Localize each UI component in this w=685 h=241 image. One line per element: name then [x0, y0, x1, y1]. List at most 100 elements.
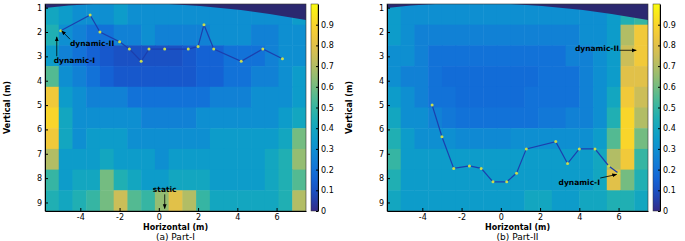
heatmap-cell [552, 190, 566, 211]
heatmap-cell [469, 170, 483, 191]
series-point [128, 48, 131, 51]
heatmap-cell [59, 87, 73, 108]
heatmap-cell [469, 66, 483, 87]
y-tick: 7 [379, 150, 390, 159]
colorbar-tick-label: 0.7 [321, 62, 334, 71]
heatmap-cell [428, 170, 442, 191]
y-tick-label: 2 [37, 28, 42, 37]
y-tick: 9 [379, 199, 390, 208]
y-tick-mark [45, 8, 48, 9]
annotation-text: dynamic-II [70, 39, 114, 48]
y-tick-label: 5 [37, 101, 42, 110]
heatmap-cell [511, 170, 525, 191]
y-tick: 3 [379, 52, 390, 61]
colorbar-tick-mark [658, 45, 660, 46]
heatmap-cell [224, 108, 238, 129]
heatmap-cell [511, 4, 525, 25]
colorbar-tick: 0.2 [658, 166, 676, 175]
heatmap-cell [566, 108, 580, 129]
heatmap-cell [45, 190, 59, 211]
heatmap-cell [621, 149, 635, 170]
heatmap-cell [387, 190, 401, 211]
y-tick-label: 9 [37, 199, 42, 208]
heatmap-cell [127, 45, 141, 66]
heatmap-cell [292, 66, 306, 87]
annotations: dynamic-IIdynamic-Istatic [54, 31, 177, 209]
heatmap-cell [497, 25, 511, 46]
series-point [212, 48, 215, 51]
heatmap-cell [634, 149, 648, 170]
y-tick: 8 [379, 174, 390, 183]
heatmap-cell [210, 149, 224, 170]
heatmap-cell [387, 149, 401, 170]
heatmap-cell [196, 190, 210, 211]
heatmap-cell [428, 45, 442, 66]
heatmap-cell [265, 87, 279, 108]
heatmap-cell [579, 87, 593, 108]
y-tick: 7 [37, 150, 48, 159]
heatmap-cell [401, 25, 415, 46]
heatmap-cell [566, 190, 580, 211]
heatmap-cell [127, 4, 141, 25]
heatmap-cell [265, 149, 279, 170]
figure: -4-20246123456789Horizontal (m)Vertical … [0, 0, 685, 241]
colorbar-tick-label: 0.2 [663, 166, 676, 175]
colorbar-tick-label: 0.8 [663, 41, 676, 50]
heatmap-cell [469, 4, 483, 25]
heatmap-cell [279, 149, 293, 170]
heatmap-cell [237, 87, 251, 108]
heatmap-cell [566, 87, 580, 108]
heatmap-cell [538, 4, 552, 25]
heatmap-cell [196, 66, 210, 87]
heatmap-cell [210, 25, 224, 46]
heatmap-cell [469, 190, 483, 211]
caption: (a) Part-I [156, 232, 195, 241]
colorbar-tick-label: 0.7 [663, 62, 676, 71]
colorbar-tick-label: 0.5 [321, 104, 334, 113]
colorbar-tick: 0.2 [316, 166, 334, 175]
heatmap-cell [401, 87, 415, 108]
heatmap-cell [45, 170, 59, 191]
y-tick-label: 4 [379, 77, 384, 86]
annotation-arrow [619, 50, 636, 51]
y-tick-mark [45, 56, 48, 57]
colorbar-tick-label: 0.3 [663, 145, 676, 154]
heatmap-cell [524, 66, 538, 87]
heatmap-cell [237, 149, 251, 170]
heatmap-cell [621, 108, 635, 129]
heatmap-cell [182, 149, 196, 170]
y-tick: 6 [37, 125, 48, 134]
heatmap-cell [414, 170, 428, 191]
heatmap-cell [114, 87, 128, 108]
panel: -4-20246123456789Horizontal (m)Vertical … [345, 3, 676, 241]
heatmap-cell [428, 149, 442, 170]
colorbar-axis: 00.10.20.30.40.50.60.70.80.9 [658, 5, 676, 217]
heatmap-cell [483, 45, 497, 66]
heatmap-cell [265, 190, 279, 211]
heatmap-cell [401, 128, 415, 149]
heatmap-cell [127, 108, 141, 129]
y-tick-label: 2 [379, 28, 384, 37]
heatmap-cell [579, 108, 593, 129]
heatmap-cell [237, 25, 251, 46]
heatmap-cell [401, 108, 415, 129]
heatmap-cell [387, 87, 401, 108]
heatmap-cell [387, 170, 401, 191]
heatmap-cell [579, 25, 593, 46]
y-tick-mark [45, 129, 48, 130]
colorbar-tick: 0.3 [316, 145, 334, 154]
heatmap-cell [210, 190, 224, 211]
heatmap-cell [155, 66, 169, 87]
heatmap-cell [224, 128, 238, 149]
heatmap-cell [607, 128, 621, 149]
heatmap-cell [456, 128, 470, 149]
colorbar-tick: 0.1 [316, 186, 334, 195]
heatmap-cell [414, 108, 428, 129]
heatmap-cell [224, 170, 238, 191]
series-point [98, 31, 101, 34]
heatmap-cell [634, 190, 648, 211]
colorbar-tick-mark [316, 149, 318, 150]
heatmap-cell [387, 45, 401, 66]
series-point [163, 48, 166, 51]
colorbar-tick-label: 0.1 [321, 186, 334, 195]
